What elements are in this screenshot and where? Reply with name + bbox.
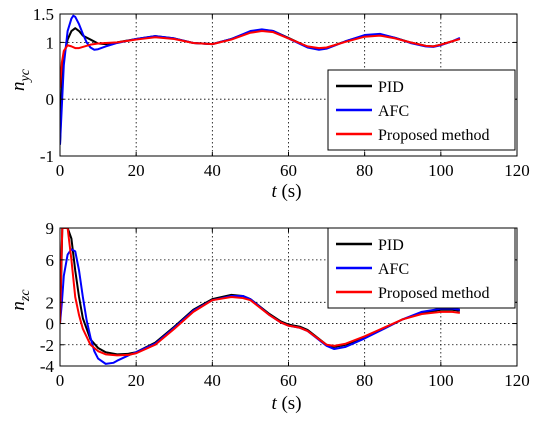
y-axis-label-sub: yc bbox=[18, 68, 33, 83]
y-tick-label: 9 bbox=[46, 219, 55, 238]
x-axis-label-unit: (s) bbox=[277, 393, 302, 414]
x-axis-label: t (s) bbox=[271, 393, 301, 414]
x-tick-label: 0 bbox=[56, 161, 65, 180]
y-tick-label: 2 bbox=[46, 293, 55, 312]
y-axis-label: nzc bbox=[8, 289, 33, 311]
x-tick-label: 80 bbox=[356, 161, 373, 180]
x-tick-label: 80 bbox=[356, 371, 373, 390]
x-tick-label: 0 bbox=[56, 371, 65, 390]
x-tick-label: 40 bbox=[204, 161, 221, 180]
series-line-proposed-method bbox=[60, 30, 461, 88]
series-line-proposed-method bbox=[60, 228, 461, 357]
legend-label: AFC bbox=[378, 261, 409, 278]
x-tick-label: 100 bbox=[428, 371, 454, 390]
x-tick-label: 60 bbox=[280, 161, 297, 180]
y-tick-label: -1 bbox=[40, 147, 54, 166]
x-tick-label: 120 bbox=[504, 161, 530, 180]
x-tick-label: 100 bbox=[428, 161, 454, 180]
y-tick-label: -2 bbox=[40, 336, 54, 355]
y-tick-label: -4 bbox=[40, 357, 55, 376]
y-tick-label: 0 bbox=[46, 90, 55, 109]
legend: PID AFC Proposed method bbox=[327, 69, 516, 151]
y-axis-label-main: n bbox=[8, 301, 29, 311]
x-tick-label: 60 bbox=[280, 371, 297, 390]
y-axis-label-sub: zc bbox=[18, 289, 33, 302]
x-axis-label-var: t bbox=[271, 393, 277, 414]
legend-label: Proposed method bbox=[378, 127, 490, 144]
legend-label: AFC bbox=[378, 103, 409, 120]
x-axis-label-unit: (s) bbox=[277, 181, 302, 202]
series-group bbox=[60, 14, 461, 145]
x-tick-label: 20 bbox=[128, 371, 145, 390]
legend: PID AFC Proposed method bbox=[327, 227, 516, 309]
y-tick-label: 1.5 bbox=[33, 5, 54, 24]
x-tick-label: 20 bbox=[128, 161, 145, 180]
x-axis-label: t (s) bbox=[271, 181, 301, 202]
x-tick-label: 40 bbox=[204, 371, 221, 390]
series-group bbox=[60, 228, 461, 365]
x-axis-label-var: t bbox=[271, 181, 277, 202]
y-tick-label: 0 bbox=[46, 315, 55, 334]
y-tick-label: 6 bbox=[46, 251, 55, 270]
y-axis-label: nyc bbox=[8, 68, 33, 91]
legend-label: Proposed method bbox=[378, 285, 490, 302]
legend-label: PID bbox=[378, 237, 404, 254]
legend-label: PID bbox=[378, 79, 404, 96]
y-tick-label: 1 bbox=[46, 33, 55, 52]
y-axis-label-main: n bbox=[8, 81, 29, 91]
x-tick-label: 120 bbox=[504, 371, 530, 390]
